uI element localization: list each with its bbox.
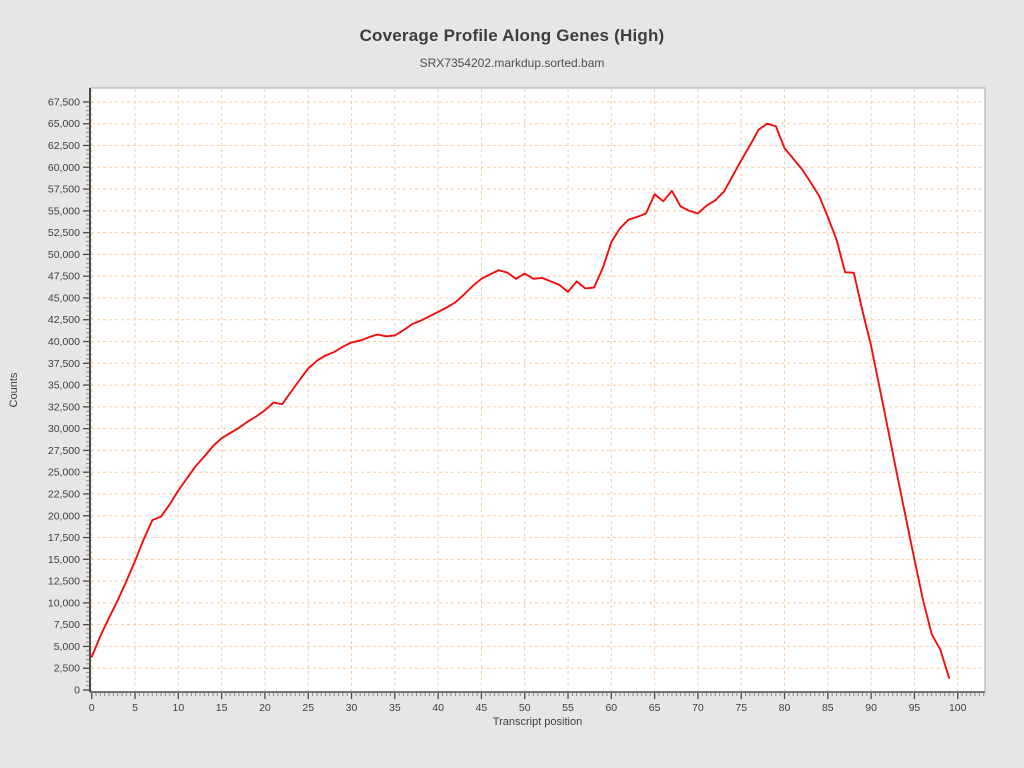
x-axis-label: Transcript position	[492, 716, 583, 728]
svg-text:70: 70	[692, 702, 704, 714]
svg-text:30: 30	[346, 702, 358, 714]
coverage-line	[90, 122, 951, 679]
svg-text:15,000: 15,000	[48, 554, 80, 566]
svg-text:40: 40	[432, 702, 444, 714]
svg-text:25,000: 25,000	[48, 467, 80, 479]
svg-text:55: 55	[562, 702, 574, 714]
svg-text:25: 25	[302, 702, 314, 714]
svg-text:85: 85	[822, 702, 834, 714]
svg-text:0: 0	[74, 684, 80, 696]
svg-text:67,500: 67,500	[48, 96, 80, 108]
svg-text:20: 20	[259, 702, 271, 714]
svg-text:45: 45	[476, 702, 488, 714]
x-axis-ticks	[91, 693, 985, 699]
svg-text:75: 75	[735, 702, 747, 714]
svg-text:5: 5	[132, 702, 138, 714]
svg-text:50: 50	[519, 702, 531, 714]
svg-text:37,500: 37,500	[48, 358, 80, 370]
svg-text:30,000: 30,000	[48, 423, 80, 435]
svg-text:35,000: 35,000	[48, 380, 80, 392]
svg-text:17,500: 17,500	[48, 532, 80, 544]
svg-text:80: 80	[779, 702, 791, 714]
svg-text:5,000: 5,000	[54, 641, 80, 653]
svg-text:60: 60	[605, 702, 617, 714]
svg-text:42,500: 42,500	[48, 314, 80, 326]
svg-text:10: 10	[172, 702, 184, 714]
svg-text:35: 35	[389, 702, 401, 714]
svg-text:55,000: 55,000	[48, 205, 80, 217]
svg-text:50,000: 50,000	[48, 249, 80, 261]
chart-subtitle: SRX7354202.markdup.sorted.bam	[419, 56, 605, 70]
chart-title: Coverage Profile Along Genes (High)	[359, 26, 665, 45]
svg-text:15: 15	[216, 702, 228, 714]
svg-text:65: 65	[649, 702, 661, 714]
x-tick-labels: 0 5 10 15 20 25 30 35 40 45 50 55 60 65 70 75 80 85 90 95 10…	[89, 702, 967, 714]
svg-text:32,500: 32,500	[48, 401, 80, 413]
svg-text:20,000: 20,000	[48, 510, 80, 522]
svg-text:0: 0	[89, 702, 95, 714]
svg-text:2,500: 2,500	[54, 663, 80, 675]
svg-text:7,500: 7,500	[54, 619, 80, 631]
y-axis-ticks	[83, 101, 89, 691]
grid-lines	[91, 89, 984, 691]
svg-text:62,500: 62,500	[48, 140, 80, 152]
svg-text:22,500: 22,500	[48, 488, 80, 500]
svg-text:90: 90	[865, 702, 877, 714]
axis-spines	[89, 88, 985, 693]
svg-text:45,000: 45,000	[48, 292, 80, 304]
svg-text:47,500: 47,500	[48, 271, 80, 283]
svg-text:65,000: 65,000	[48, 118, 80, 130]
svg-text:40,000: 40,000	[48, 336, 80, 348]
svg-text:57,500: 57,500	[48, 184, 80, 196]
svg-text:10,000: 10,000	[48, 597, 80, 609]
svg-text:12,500: 12,500	[48, 576, 80, 588]
svg-text:27,500: 27,500	[48, 445, 80, 457]
svg-text:52,500: 52,500	[48, 227, 80, 239]
svg-text:100: 100	[949, 702, 967, 714]
plot-background	[90, 88, 985, 692]
svg-text:60,000: 60,000	[48, 162, 80, 174]
y-tick-labels: 0 2,500 5,000 7,500 10,000 12,500 15,000 17,500…	[48, 96, 80, 696]
svg-text:95: 95	[909, 702, 921, 714]
